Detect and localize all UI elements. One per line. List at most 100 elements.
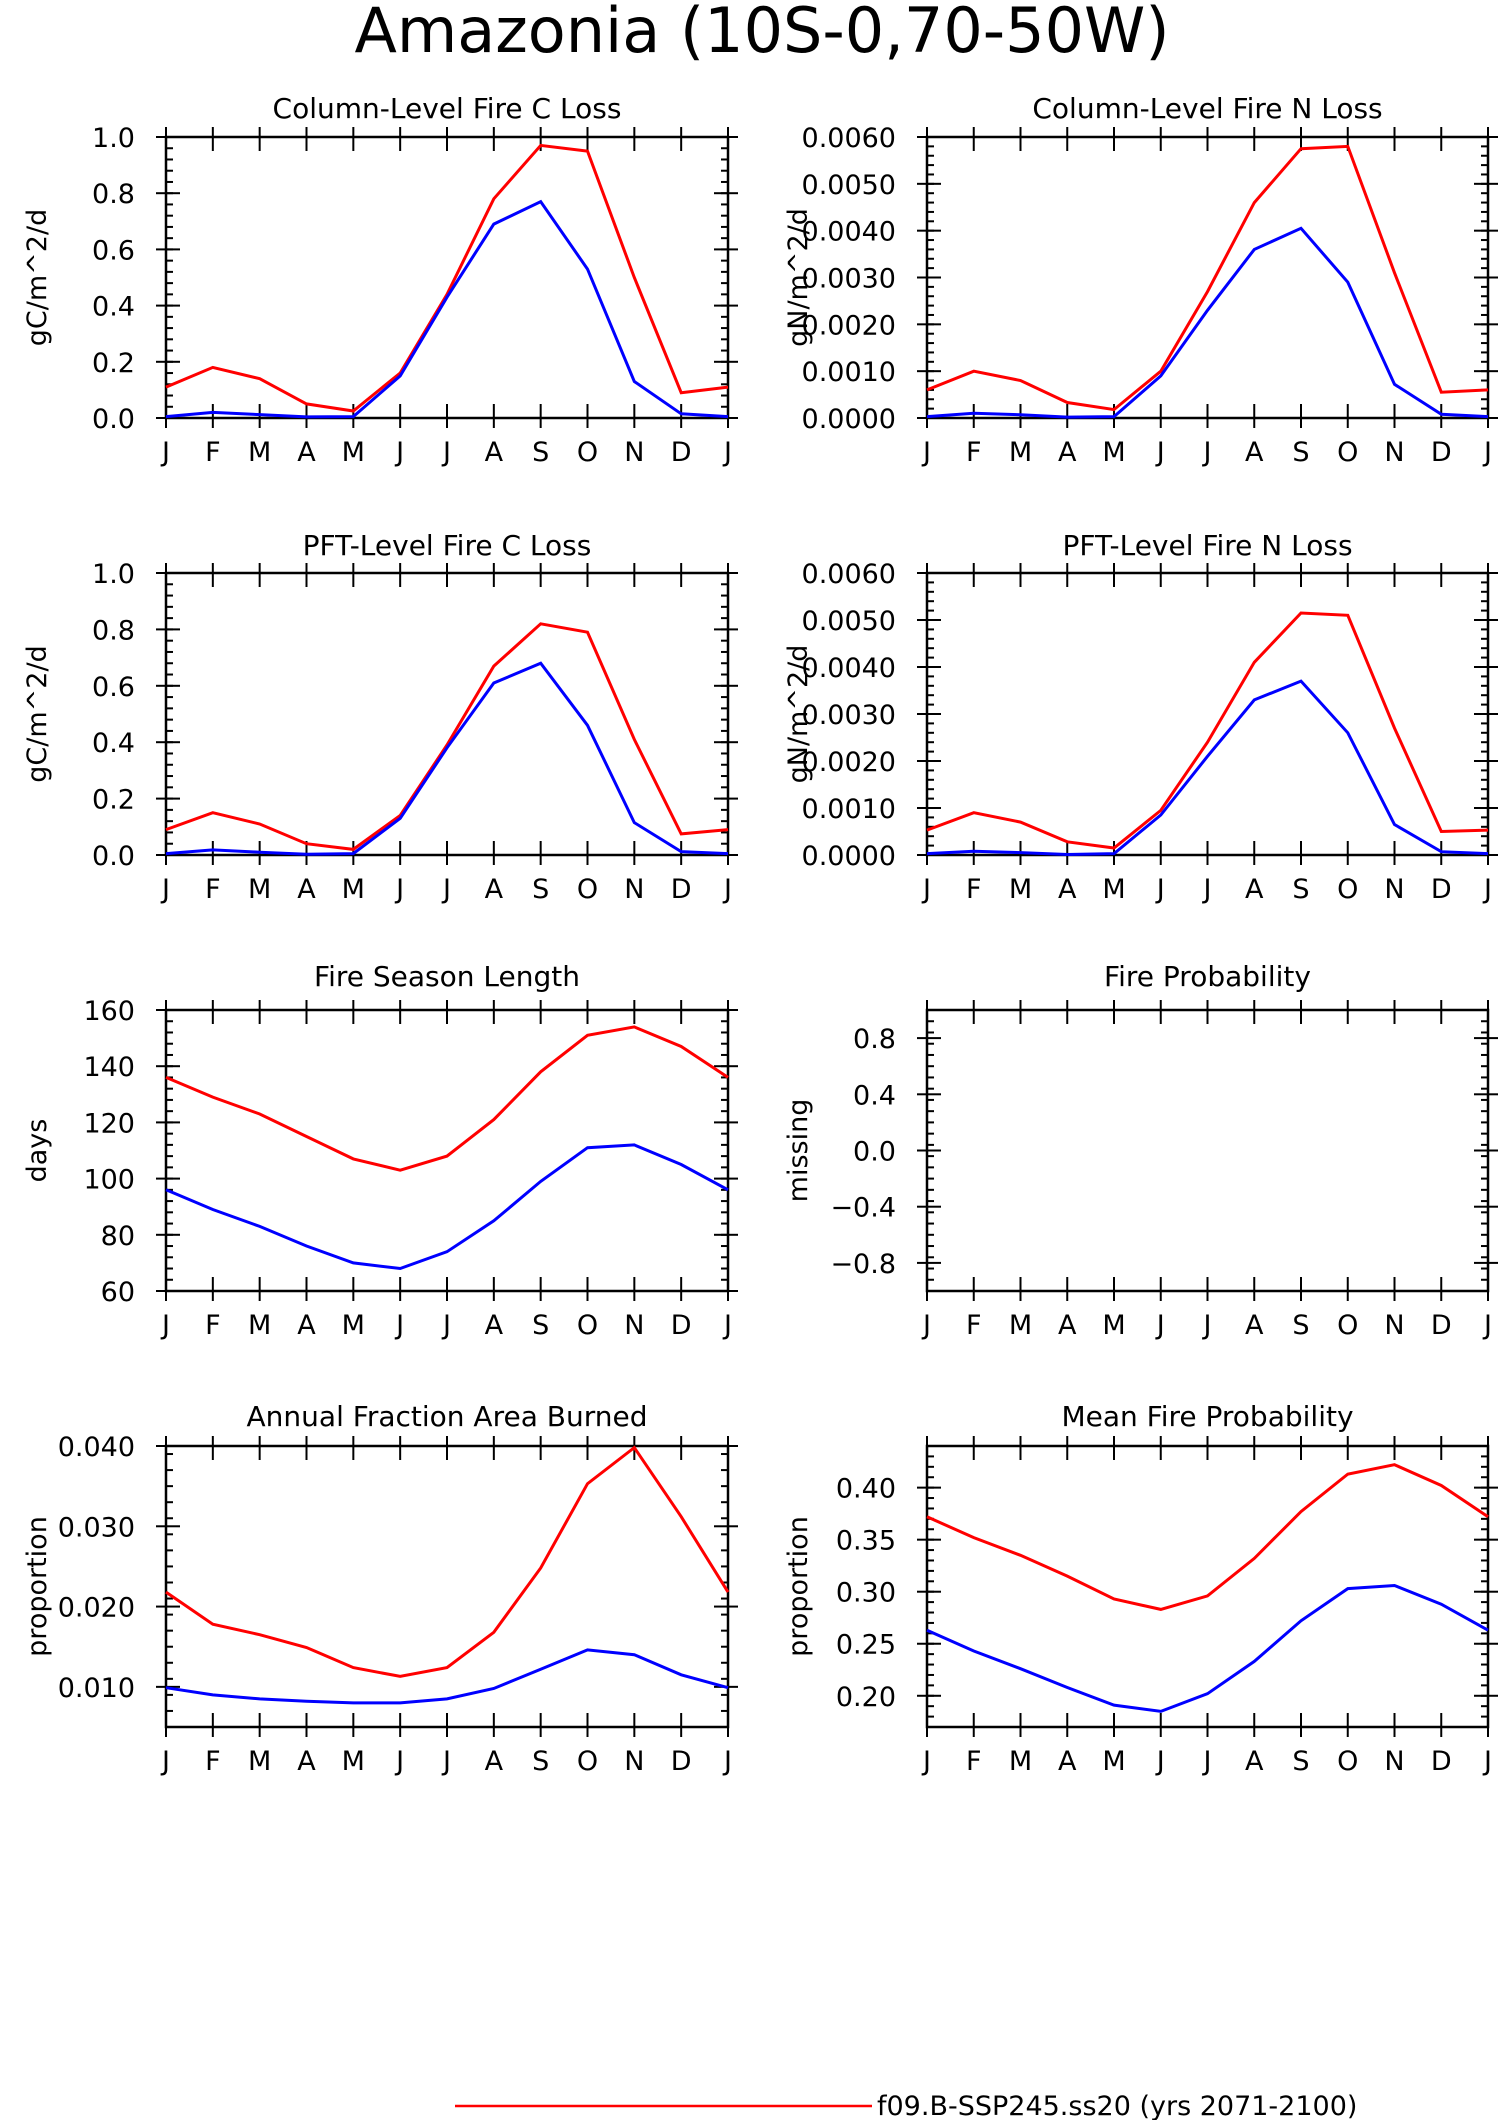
x-tick-label: S (1292, 437, 1309, 468)
x-tick-label: M (1102, 874, 1125, 905)
y-axis-label: gC/m^2/d (22, 645, 53, 782)
series-line (165, 622, 729, 851)
y-tick-label: 0.0020 (802, 747, 896, 778)
plot-frame (164, 1444, 730, 1729)
x-tick-label: A (1245, 437, 1264, 468)
x-tick-label: N (624, 1746, 644, 1777)
y-axis-label: gN/m^2/d (783, 645, 814, 784)
x-tick-label: O (1337, 1310, 1358, 1341)
x-tick-label: J (722, 1310, 732, 1341)
x-tick-label: F (966, 437, 982, 468)
panel-title: Fire Season Length (314, 960, 580, 993)
plot-frame (164, 1008, 730, 1293)
x-tick-label: S (532, 1310, 549, 1341)
x-tick-label: N (1384, 437, 1404, 468)
x-tick-label: J (160, 1746, 170, 1777)
y-axis-label: missing (783, 1099, 814, 1203)
x-tick-label: D (1431, 874, 1452, 905)
series-line (165, 143, 729, 413)
x-tick-label: A (485, 1310, 504, 1341)
y-tick-label: 0.8 (853, 1024, 896, 1055)
x-tick-label: N (624, 1310, 644, 1341)
x-tick-label: J (394, 1746, 404, 1777)
panel-title: Mean Fire Probability (1061, 1400, 1353, 1433)
x-tick-label: D (1431, 437, 1452, 468)
y-tick-label: 1.0 (92, 123, 135, 154)
y-tick-label: 0.4 (853, 1080, 896, 1111)
series-line (926, 1583, 1489, 1713)
y-axis-label: proportion (22, 1516, 53, 1657)
y-tick-label: 0.30 (836, 1578, 896, 1609)
x-tick-label: J (441, 1310, 451, 1341)
x-tick-label: J (1202, 1310, 1212, 1341)
x-tick-label: J (921, 1746, 931, 1777)
y-tick-label: 0.0000 (802, 404, 896, 435)
series-line (926, 1463, 1489, 1611)
x-tick-label: N (624, 874, 644, 905)
panel-title: PFT-Level Fire N Loss (1062, 529, 1352, 562)
x-tick-label: J (1482, 1310, 1492, 1341)
x-tick-label: S (532, 437, 549, 468)
y-axis-label: gC/m^2/d (22, 209, 53, 346)
x-tick-label: J (1202, 874, 1212, 905)
y-axis-label: proportion (783, 1516, 814, 1657)
series-line (926, 611, 1489, 850)
y-tick-label: 0.020 (58, 1593, 135, 1624)
x-tick-label: D (671, 1310, 692, 1341)
series-line (926, 144, 1489, 412)
x-tick-label: J (160, 437, 170, 468)
x-tick-label: J (441, 437, 451, 468)
x-tick-label: M (1102, 437, 1125, 468)
x-tick-label: O (1337, 874, 1358, 905)
series-line (165, 661, 729, 856)
x-tick-label: O (577, 1310, 598, 1341)
x-tick-label: J (160, 1310, 170, 1341)
x-tick-label: N (1384, 874, 1404, 905)
y-tick-label: 0.8 (92, 179, 135, 210)
x-tick-label: A (297, 437, 316, 468)
x-tick-label: F (205, 874, 221, 905)
y-tick-label: 0.20 (836, 1682, 896, 1713)
x-tick-label: O (1337, 1746, 1358, 1777)
x-tick-label: J (1155, 1746, 1165, 1777)
x-tick-label: A (1058, 1746, 1077, 1777)
x-tick-label: N (1384, 1746, 1404, 1777)
y-tick-label: 0.25 (836, 1630, 896, 1661)
x-tick-label: J (722, 1746, 732, 1777)
y-tick-label: 0.0050 (802, 606, 896, 637)
x-tick-label: J (722, 437, 732, 468)
y-tick-label: 0.030 (58, 1512, 135, 1543)
x-tick-label: A (1245, 874, 1264, 905)
x-tick-label: J (1482, 1746, 1492, 1777)
x-tick-label: M (342, 1746, 365, 1777)
x-tick-label: S (1292, 1746, 1309, 1777)
x-tick-label: A (1058, 437, 1077, 468)
legend: f09.B-SSP245.ss20 (yrs 2071-2100) (455, 2091, 1357, 2120)
x-tick-label: J (1155, 874, 1165, 905)
x-tick-label: M (1009, 1310, 1032, 1341)
x-tick-label: S (1292, 1310, 1309, 1341)
y-tick-label: 80 (101, 1221, 135, 1252)
x-tick-label: M (248, 874, 271, 905)
x-tick-label: J (441, 1746, 451, 1777)
x-tick-label: J (394, 437, 404, 468)
y-axis-label: gN/m^2/d (783, 208, 814, 347)
panel-title: Column-Level Fire N Loss (1032, 92, 1382, 125)
series-line (165, 199, 729, 419)
y-tick-label: 0.0040 (802, 217, 896, 248)
figure-title: Amazonia (10S-0,70-50W) (354, 0, 1169, 67)
y-tick-label: 120 (83, 1108, 135, 1139)
panel-title: Column-Level Fire C Loss (273, 92, 622, 125)
y-tick-label: 0.35 (836, 1526, 896, 1557)
x-tick-label: J (1482, 437, 1492, 468)
x-tick-label: J (921, 437, 931, 468)
y-tick-label: 140 (83, 1052, 135, 1083)
x-tick-label: S (1292, 874, 1309, 905)
y-tick-label: 0.0000 (802, 841, 896, 872)
